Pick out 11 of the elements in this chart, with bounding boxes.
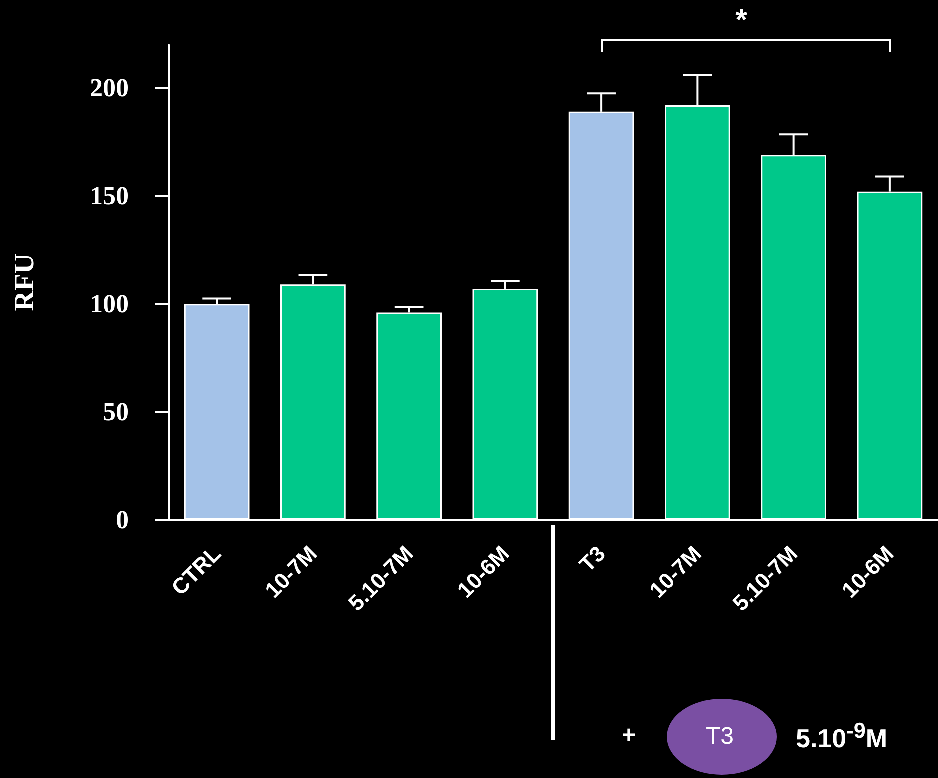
x-tick-label: T3 xyxy=(574,541,610,577)
y-tick-label: 50 xyxy=(103,398,129,427)
text: 5.10$^{-9}$M xyxy=(796,718,888,755)
y-tick-label: 150 xyxy=(90,182,129,211)
y-axis-title: RFU xyxy=(10,254,40,312)
text: * xyxy=(736,4,748,38)
text: + xyxy=(622,722,636,750)
text: T3 xyxy=(706,723,734,751)
y-tick-label: 100 xyxy=(90,290,129,319)
y-tick-label: 0 xyxy=(116,506,129,534)
y-tick-label: 200 xyxy=(90,74,129,103)
